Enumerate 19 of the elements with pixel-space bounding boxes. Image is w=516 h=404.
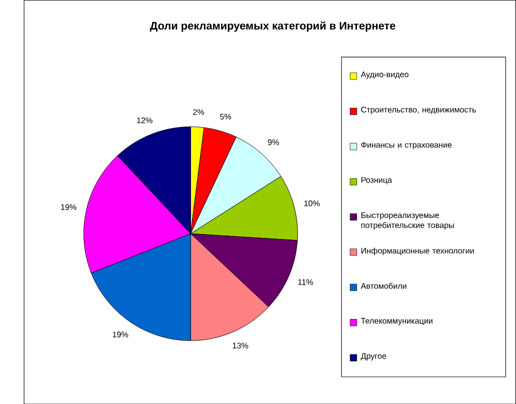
data-label: 9% bbox=[268, 139, 279, 145]
data-label: 10% bbox=[304, 200, 320, 206]
data-label: 5% bbox=[220, 114, 232, 120]
chart-title: Доли рекламируемых категорий в Интернете bbox=[150, 21, 396, 32]
data-label: 13% bbox=[232, 342, 248, 348]
legend-label: Розница bbox=[361, 177, 392, 184]
legend-label: Другое bbox=[360, 353, 386, 360]
data-label: 19% bbox=[112, 331, 128, 338]
data-label: 12% bbox=[137, 117, 152, 124]
legend-label: Строительство, недвижимость bbox=[361, 106, 476, 114]
legend-label: Быстрореализуемые потребительские товары bbox=[361, 212, 454, 230]
legend-label: Информационные технологии bbox=[361, 247, 474, 255]
data-label: 2% bbox=[193, 109, 204, 115]
data-label: 19% bbox=[61, 204, 76, 210]
legend-label: Финансы и страхование bbox=[361, 142, 452, 150]
legend-label: Аудио-видео bbox=[360, 71, 408, 79]
legend-label: Телекоммуникации bbox=[360, 318, 432, 326]
legend-label: Автомобили bbox=[360, 282, 406, 289]
data-label: 11% bbox=[298, 279, 313, 285]
